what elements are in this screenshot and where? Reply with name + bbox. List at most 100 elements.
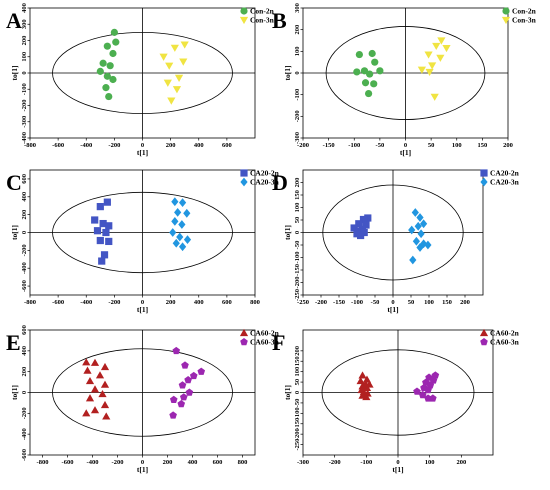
- data-point: [364, 214, 372, 222]
- data-point: [418, 391, 427, 399]
- data-point: [96, 236, 104, 245]
- data-point: [362, 383, 372, 392]
- x-tick-label: 400: [194, 299, 204, 306]
- data-point: [112, 38, 120, 46]
- x-tick-label: 0: [141, 142, 144, 149]
- y-tick-label: 200: [21, 367, 28, 377]
- data-point: [98, 389, 107, 398]
- data-point: [416, 243, 424, 252]
- x-tick-label: 600: [222, 299, 232, 306]
- x-tick-label: 0: [141, 299, 144, 306]
- data-point: [355, 50, 363, 59]
- data-point: [177, 399, 186, 408]
- data-point: [110, 28, 118, 36]
- data-point: [411, 208, 419, 217]
- y-tick-label: 0: [294, 391, 301, 394]
- data-point: [197, 367, 206, 375]
- x-tick-label: -800: [37, 459, 49, 466]
- confidence-ellipse: [52, 191, 233, 274]
- data-point: [425, 68, 434, 77]
- y-tick-label: 150: [294, 190, 301, 200]
- data-point: [376, 67, 384, 75]
- series-con-2n: [96, 28, 120, 101]
- data-point: [95, 371, 105, 379]
- y-axis-label: to[1]: [283, 66, 292, 81]
- data-point: [179, 58, 188, 66]
- y-tick-label: -200: [21, 244, 28, 256]
- y-tick-label: -400: [21, 132, 28, 144]
- y-tick-label: -300: [21, 116, 28, 128]
- x-tick-label: -600: [52, 299, 64, 306]
- x-tick-label: 200: [503, 142, 513, 149]
- data-point: [102, 228, 110, 237]
- data-point: [365, 89, 373, 98]
- x-tick-label: 150: [442, 299, 452, 306]
- y-tick-label: 200: [21, 210, 28, 220]
- panel-c: C -800 -600 -400 -200 0 200 400 600 800 -600 -400 -2…: [6, 169, 280, 314]
- series-ca20-3n: [169, 197, 192, 252]
- legend-entry: CA60-3n: [490, 338, 520, 347]
- data-point: [85, 394, 95, 402]
- data-point: [169, 395, 178, 404]
- data-point: [370, 80, 378, 88]
- data-point: [181, 361, 189, 369]
- panel-letter: E: [6, 330, 21, 355]
- y-tick-label: 400: [21, 346, 28, 356]
- y-tick-label: -600: [21, 280, 28, 292]
- y-tick-label: 400: [21, 3, 28, 13]
- data-point: [359, 215, 368, 224]
- data-point: [362, 375, 372, 383]
- data-point: [82, 358, 91, 366]
- y-tick-label: -200: [294, 428, 301, 440]
- data-point: [174, 208, 182, 217]
- legend-marker: [239, 16, 249, 25]
- x-tick-label: 800: [250, 299, 260, 306]
- panel-a: A -800 -600 -400 -200 0 200 400 600 -400 -300 -200 -…: [6, 3, 275, 157]
- data-point: [172, 86, 182, 94]
- data-point: [408, 225, 416, 235]
- x-tick-label: -250: [297, 299, 309, 306]
- data-point: [91, 216, 99, 224]
- panel-letter: C: [6, 170, 22, 195]
- y-tick-label: 300: [294, 3, 301, 13]
- data-point: [165, 62, 174, 70]
- data-point: [170, 44, 179, 52]
- data-point: [358, 371, 367, 379]
- data-point: [357, 231, 365, 240]
- y-tick-label: -400: [21, 262, 28, 274]
- x-axis-label: t[1]: [387, 305, 398, 314]
- y-tick-label: 0: [21, 71, 28, 74]
- x-tick-label: 0: [404, 142, 407, 149]
- y-tick-label: 150: [294, 356, 301, 366]
- x-tick-label: -800: [24, 142, 36, 149]
- y-tick-label: 200: [294, 25, 301, 35]
- data-point: [360, 67, 369, 75]
- x-tick-label: -50: [371, 299, 380, 306]
- data-point: [102, 84, 110, 92]
- x-tick-label: -400: [80, 142, 92, 149]
- data-point: [103, 42, 111, 50]
- y-tick-label: -200: [21, 100, 28, 112]
- x-tick-label: 600: [222, 142, 232, 149]
- data-point: [436, 54, 445, 62]
- y-tick-label: 200: [294, 178, 301, 188]
- series-ca60-2n: [356, 371, 374, 401]
- data-point: [428, 62, 437, 70]
- data-point: [103, 72, 111, 80]
- data-point: [90, 358, 100, 366]
- data-point: [424, 240, 432, 250]
- x-tick-label: -200: [108, 142, 120, 149]
- series-ca20-3n: [408, 208, 432, 265]
- data-point: [103, 198, 111, 206]
- data-point: [178, 242, 187, 252]
- legend-entry: Con-2n: [512, 7, 537, 16]
- panel-e: E -800 -600 -400 -200 0 200 400 600 800 -600 -400 -2…: [6, 325, 280, 474]
- panel-d: D-250 -200 -150 -100 -50 0 50 100 150 200-250-200…: [272, 169, 520, 314]
- data-point: [178, 381, 187, 389]
- panel-letter: D: [272, 170, 288, 195]
- x-tick-label: -800: [24, 299, 36, 306]
- x-tick-label: 600: [213, 459, 223, 466]
